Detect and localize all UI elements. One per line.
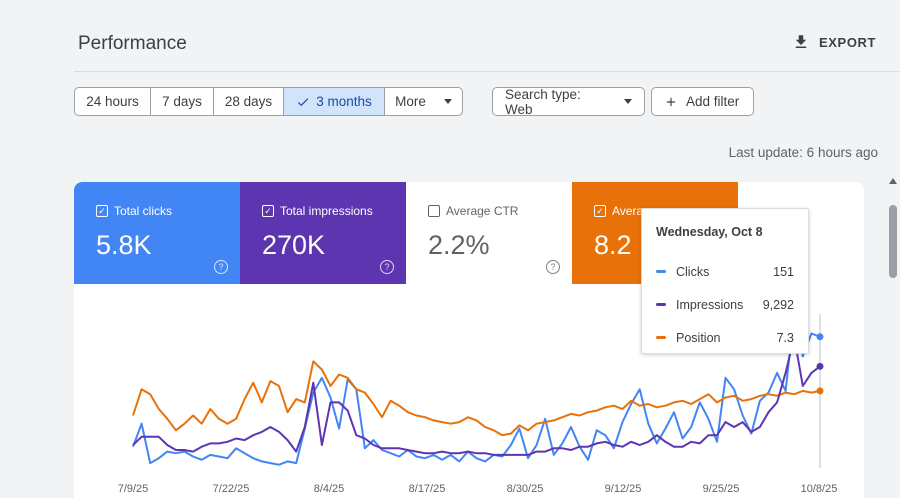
scrollbar-thumb[interactable] xyxy=(889,205,897,278)
checkbox-checked-icon[interactable]: ✓ xyxy=(96,205,108,217)
checkbox-unchecked-icon[interactable] xyxy=(428,205,440,217)
metric-label: Average CTR xyxy=(446,204,519,218)
last-update-text: Last update: 6 hours ago xyxy=(728,145,878,160)
scroll-up-arrow-icon[interactable] xyxy=(889,178,897,184)
header-divider xyxy=(74,71,900,72)
help-icon[interactable]: ? xyxy=(546,260,560,274)
x-axis-tick-label: 7/22/25 xyxy=(213,483,250,495)
x-axis-tick-label: 9/25/25 xyxy=(703,483,740,495)
x-axis-tick-label: 10/8/25 xyxy=(801,483,838,495)
series-line-clicks xyxy=(132,311,821,466)
date-range-3-months[interactable]: 3 months xyxy=(284,88,385,115)
metric-total-clicks[interactable]: ✓ Total clicks 5.8K ? xyxy=(74,182,240,284)
x-axis-tick-label: 8/30/25 xyxy=(507,483,544,495)
plus-icon xyxy=(666,97,676,106)
export-button[interactable]: EXPORT xyxy=(792,33,876,51)
date-range-more[interactable]: More xyxy=(385,88,462,115)
metric-total-impressions[interactable]: ✓ Total impressions 270K ? xyxy=(240,182,406,284)
hover-point-clicks xyxy=(816,333,824,341)
search-type-dropdown[interactable]: Search type: Web xyxy=(492,87,645,117)
dropdown-arrow-icon xyxy=(443,99,452,104)
x-axis-tick-label: 8/4/25 xyxy=(314,483,345,495)
hover-point-impressions xyxy=(816,362,824,370)
tooltip-row-clicks: Clicks 151 xyxy=(656,255,794,288)
x-axis-tick-label: 9/12/25 xyxy=(605,483,642,495)
chart-tooltip: Wednesday, Oct 8 Clicks 151 Impressions … xyxy=(641,208,809,354)
date-range-24-hours[interactable]: 24 hours xyxy=(75,88,151,115)
add-filter-button[interactable]: Add filter xyxy=(651,87,754,116)
metric-label: Avera xyxy=(612,204,644,218)
x-axis-tick-label: 8/17/25 xyxy=(409,483,446,495)
metric-label: Total impressions xyxy=(280,204,373,218)
metric-label: Total clicks xyxy=(114,204,173,218)
date-range-selector: 24 hours 7 days 28 days 3 months More xyxy=(74,87,463,116)
check-icon xyxy=(298,97,309,106)
metric-value: 270K xyxy=(262,230,326,260)
dropdown-arrow-icon xyxy=(624,99,632,104)
metric-value: 2.2% xyxy=(428,230,490,260)
export-label: EXPORT xyxy=(819,34,877,50)
hover-point-position xyxy=(816,387,824,395)
metric-average-ctr[interactable]: Average CTR 2.2% ? xyxy=(406,182,572,284)
tooltip-date: Wednesday, Oct 8 xyxy=(656,225,763,239)
date-range-28-days[interactable]: 28 days xyxy=(214,88,284,115)
legend-swatch xyxy=(656,336,666,339)
series-line-impressions xyxy=(132,335,821,456)
page-scrollbar[interactable] xyxy=(889,178,897,498)
page-title: Performance xyxy=(78,33,187,54)
legend-swatch xyxy=(656,303,666,306)
series-line-position xyxy=(132,360,821,437)
date-range-7-days[interactable]: 7 days xyxy=(151,88,214,115)
download-icon xyxy=(795,35,807,48)
performance-chart[interactable]: 7/9/25 7/22/25 8/4/25 8/17/25 8/30/25 9/12/25… xyxy=(74,284,864,498)
help-icon[interactable]: ? xyxy=(214,260,228,274)
metric-value: 5.8K xyxy=(96,230,152,260)
tooltip-row-impressions: Impressions 9,292 xyxy=(656,288,794,321)
x-axis-tick-label: 7/9/25 xyxy=(118,483,149,495)
checkbox-checked-icon[interactable]: ✓ xyxy=(262,205,274,217)
checkbox-checked-icon[interactable]: ✓ xyxy=(594,205,606,217)
help-icon[interactable]: ? xyxy=(380,260,394,274)
tooltip-row-position: Position 7.3 xyxy=(656,321,794,354)
legend-swatch xyxy=(656,270,666,273)
metric-value: 8.2 xyxy=(594,230,632,260)
